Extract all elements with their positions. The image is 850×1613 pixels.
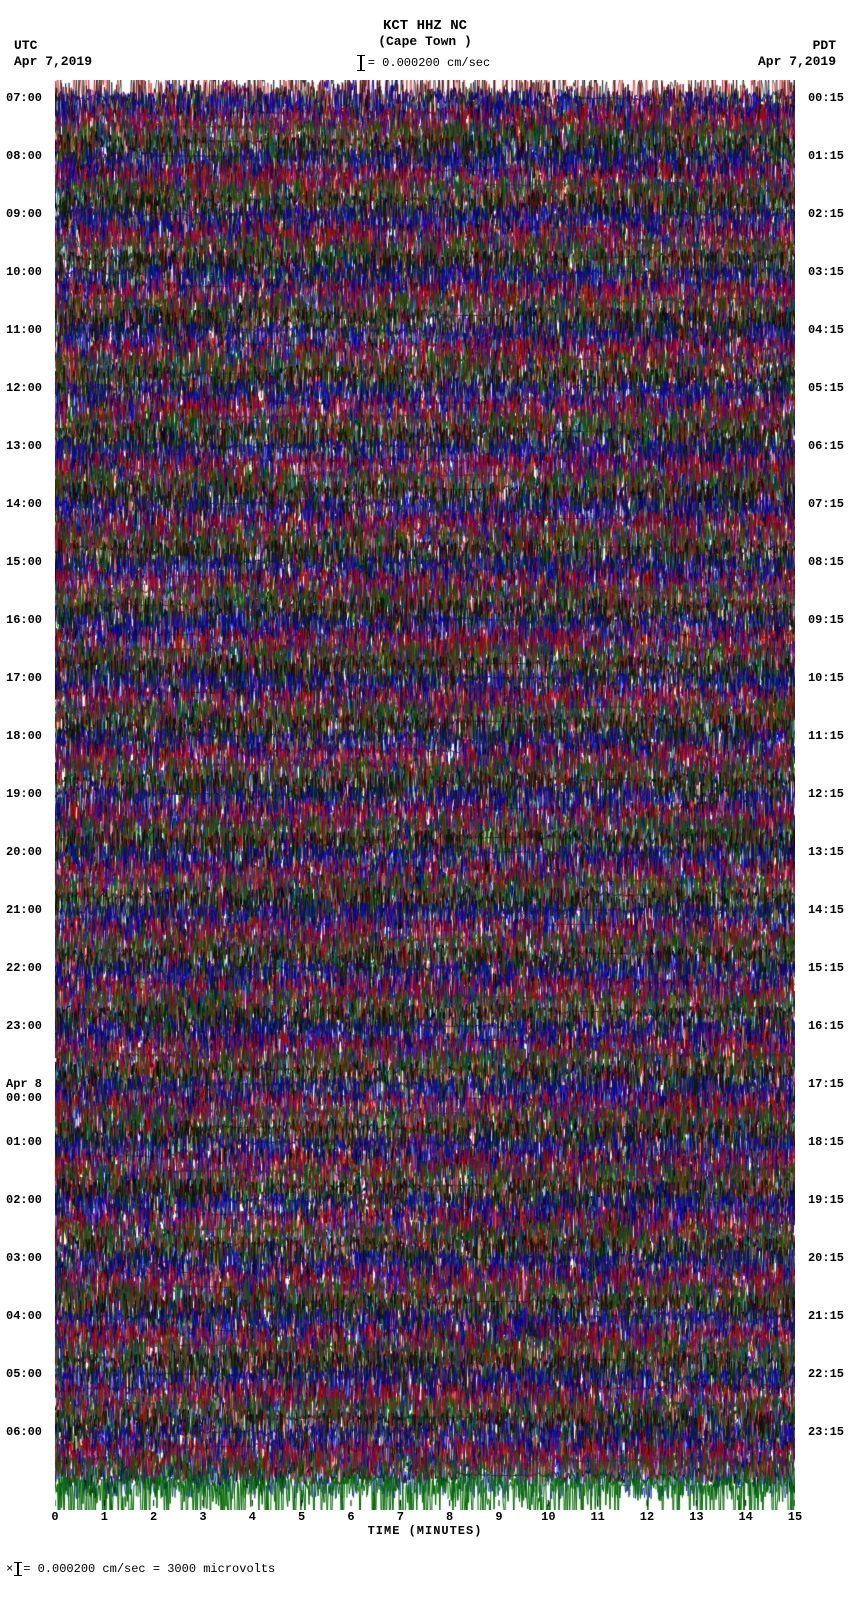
utc-time-label: 18:00: [6, 729, 54, 743]
pdt-time-label: 13:15: [796, 845, 844, 859]
utc-time-label: 02:00: [6, 1193, 54, 1207]
x-tick-label: 15: [788, 1510, 802, 1524]
x-tick-label: 5: [298, 1510, 305, 1524]
utc-time-label: 11:00: [6, 323, 54, 337]
pdt-time-label: 21:15: [796, 1309, 844, 1323]
date-right: Apr 7,2019: [758, 54, 836, 69]
footer-bar-icon: [17, 1562, 19, 1576]
pdt-time-label: 16:15: [796, 1019, 844, 1033]
utc-time-label: 19:00: [6, 787, 54, 801]
utc-time-label: 16:00: [6, 613, 54, 627]
x-axis-title: TIME (MINUTES): [368, 1524, 483, 1538]
pdt-time-label: 10:15: [796, 671, 844, 685]
pdt-time-label: 22:15: [796, 1367, 844, 1381]
utc-time-label: 15:00: [6, 555, 54, 569]
pdt-time-label: 18:15: [796, 1135, 844, 1149]
pdt-time-label: 05:15: [796, 381, 844, 395]
scale-bar-icon: [360, 55, 362, 71]
helicorder-canvas: [55, 80, 795, 1510]
x-tick-label: 4: [249, 1510, 256, 1524]
utc-time-label: Apr 8 00:00: [6, 1077, 54, 1105]
pdt-time-label: 02:15: [796, 207, 844, 221]
pdt-time-label: 19:15: [796, 1193, 844, 1207]
pdt-time-label: 14:15: [796, 903, 844, 917]
utc-time-label: 23:00: [6, 1019, 54, 1033]
utc-time-label: 06:00: [6, 1425, 54, 1439]
utc-time-label: 01:00: [6, 1135, 54, 1149]
utc-time-label: 21:00: [6, 903, 54, 917]
footer-text: = 0.000200 cm/sec = 3000 microvolts: [23, 1562, 275, 1576]
utc-time-label: 03:00: [6, 1251, 54, 1265]
utc-time-label: 17:00: [6, 671, 54, 685]
x-tick-label: 2: [150, 1510, 157, 1524]
utc-time-label: 22:00: [6, 961, 54, 975]
utc-time-label: 04:00: [6, 1309, 54, 1323]
timezone-left: UTC: [14, 38, 37, 53]
utc-time-label: 10:00: [6, 265, 54, 279]
pdt-time-label: 04:15: [796, 323, 844, 337]
utc-time-label: 20:00: [6, 845, 54, 859]
x-tick-label: 12: [640, 1510, 654, 1524]
x-tick-label: 9: [495, 1510, 502, 1524]
helicorder-plot: 07:00 08:00 09:00 10:00 11:00 12:00 13:00 14:00…: [0, 80, 850, 1544]
utc-time-label: 05:00: [6, 1367, 54, 1381]
utc-time-label: 13:00: [6, 439, 54, 453]
x-tick-label: 14: [738, 1510, 752, 1524]
utc-time-label: 12:00: [6, 381, 54, 395]
x-tick-label: 11: [590, 1510, 604, 1524]
footer-prefix: ×: [6, 1562, 13, 1576]
utc-time-label: 08:00: [6, 149, 54, 163]
station-location: (Cape Town ): [0, 34, 850, 49]
x-tick-label: 7: [397, 1510, 404, 1524]
timezone-right: PDT: [813, 38, 836, 53]
header: KCT HHZ NC (Cape Town ) = 0.000200 cm/se…: [0, 0, 850, 80]
utc-time-label: 09:00: [6, 207, 54, 221]
utc-time-label: 07:00: [6, 91, 54, 105]
x-tick-label: 6: [347, 1510, 354, 1524]
scale-text: = 0.000200 cm/sec: [368, 56, 490, 70]
pdt-time-label: 03:15: [796, 265, 844, 279]
x-tick-label: 10: [541, 1510, 555, 1524]
x-tick-label: 0: [51, 1510, 58, 1524]
pdt-time-label: 08:15: [796, 555, 844, 569]
pdt-time-label: 09:15: [796, 613, 844, 627]
pdt-time-label: 17:15: [796, 1077, 844, 1091]
pdt-time-label: 15:15: [796, 961, 844, 975]
pdt-time-label: 01:15: [796, 149, 844, 163]
date-left: Apr 7,2019: [14, 54, 92, 69]
pdt-time-label: 23:15: [796, 1425, 844, 1439]
x-tick-label: 1: [101, 1510, 108, 1524]
pdt-time-label: 06:15: [796, 439, 844, 453]
pdt-time-label: 12:15: [796, 787, 844, 801]
x-tick-label: 3: [199, 1510, 206, 1524]
x-tick-label: 8: [446, 1510, 453, 1524]
pdt-time-label: 07:15: [796, 497, 844, 511]
pdt-time-label: 00:15: [796, 91, 844, 105]
pdt-time-label: 11:15: [796, 729, 844, 743]
pdt-time-label: 20:15: [796, 1251, 844, 1265]
x-tick-label: 13: [689, 1510, 703, 1524]
scale-indicator: = 0.000200 cm/sec: [0, 55, 850, 71]
utc-time-label: 14:00: [6, 497, 54, 511]
station-code: KCT HHZ NC: [0, 0, 850, 34]
footer-scale: × = 0.000200 cm/sec = 3000 microvolts: [0, 1544, 850, 1588]
